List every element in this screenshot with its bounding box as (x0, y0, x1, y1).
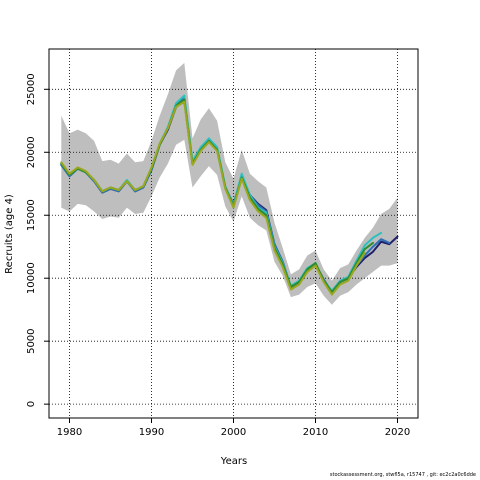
y-tick-label: 25000 (26, 73, 37, 105)
x-axis-label: Years (220, 456, 247, 467)
y-tick-label: 15000 (26, 199, 37, 231)
x-tick-label: 1980 (57, 427, 82, 438)
grid-layer (49, 49, 418, 418)
footer-note: stockassessment.org, stwfl5a, r15747 , g… (329, 472, 476, 478)
series-line-5 (60, 100, 366, 296)
plot-frame (48, 48, 419, 419)
confidence-band (61, 62, 398, 305)
confidence-band-layer (61, 62, 398, 305)
series-layer (60, 94, 399, 296)
y-tick-label: 0 (26, 401, 37, 407)
x-tick-label: 2010 (303, 427, 328, 438)
y-tick-label: 5000 (26, 328, 37, 353)
y-axis-label: Recruits (age 4) (4, 194, 15, 274)
y-tick-label: 20000 (26, 136, 37, 168)
x-tick-label: 2000 (221, 427, 246, 438)
y-axis: 0 5000 10000 15000 20000 25000 (26, 73, 49, 407)
y-tick-label: 10000 (26, 262, 37, 294)
x-axis: 1980 1990 2000 2010 2020 (57, 418, 410, 438)
x-tick-label: 2020 (385, 427, 410, 438)
x-tick-label: 1990 (139, 427, 164, 438)
